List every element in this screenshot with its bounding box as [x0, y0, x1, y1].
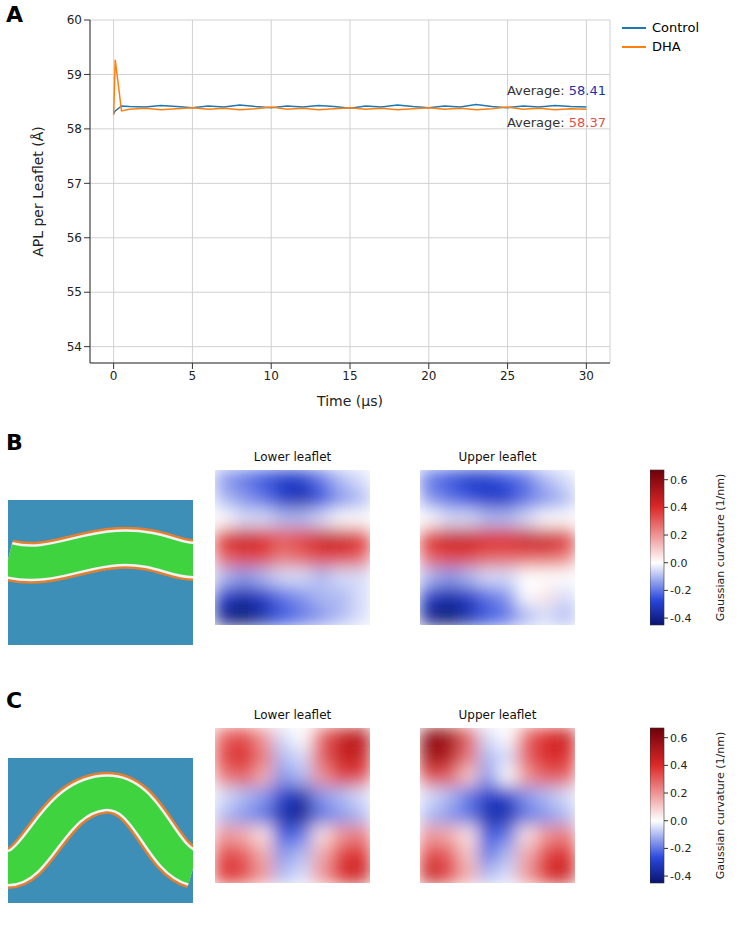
svg-text:0.0: 0.0: [670, 557, 688, 570]
svg-text:APL per Leaflet (Å): APL per Leaflet (Å): [30, 126, 46, 257]
svg-text:10: 10: [264, 369, 279, 383]
svg-text:54: 54: [67, 340, 82, 354]
svg-text:-0.4: -0.4: [670, 612, 691, 625]
svg-text:25: 25: [500, 369, 515, 383]
svg-text:60: 60: [67, 13, 82, 27]
svg-text:30: 30: [579, 369, 594, 383]
svg-text:55: 55: [67, 285, 82, 299]
svg-text:0: 0: [110, 369, 118, 383]
svg-text:Gaussian curvature (1/nm): Gaussian curvature (1/nm): [714, 732, 727, 880]
svg-text:-0.2: -0.2: [670, 842, 691, 855]
svg-text:0.2: 0.2: [670, 787, 688, 800]
html-text:Lower leaflet: Lower leaflet: [253, 708, 332, 722]
svg-text:0.6: 0.6: [670, 732, 688, 745]
svg-text:Gaussian curvature (1/nm): Gaussian curvature (1/nm): [714, 474, 727, 622]
html-text:Lower leaflet: Lower leaflet: [253, 450, 332, 464]
svg-text:-0.2: -0.2: [670, 584, 691, 597]
html-text:A: A: [6, 2, 23, 27]
html-text:Average: 58.37: Average: 58.37: [506, 114, 606, 130]
svg-text:57: 57: [67, 177, 82, 191]
svg-text:0.4: 0.4: [670, 759, 688, 772]
html-text:DHA: DHA: [652, 39, 681, 54]
svg-text:-0.4: -0.4: [670, 870, 691, 883]
html-text:Control: Control: [652, 20, 699, 35]
svg-text:20: 20: [421, 369, 436, 383]
svg-text:0.4: 0.4: [670, 501, 688, 514]
html-text:Average: 58.41: Average: 58.41: [506, 82, 606, 98]
svg-text:59: 59: [67, 68, 82, 82]
html-text:B: B: [6, 430, 23, 455]
svg-text:0.2: 0.2: [670, 529, 688, 542]
svg-text:15: 15: [342, 369, 357, 383]
svg-text:0.0: 0.0: [670, 815, 688, 828]
svg-text:56: 56: [67, 231, 82, 245]
html-text:C: C: [6, 688, 23, 713]
html-text:Upper leaflet: Upper leaflet: [458, 708, 537, 722]
html-text:Upper leaflet: Upper leaflet: [458, 450, 537, 464]
svg-text:0.6: 0.6: [670, 474, 688, 487]
svg-text:5: 5: [189, 369, 197, 383]
svg-text:Time (µs): Time (µs): [316, 393, 383, 409]
svg-text:58: 58: [67, 122, 82, 136]
